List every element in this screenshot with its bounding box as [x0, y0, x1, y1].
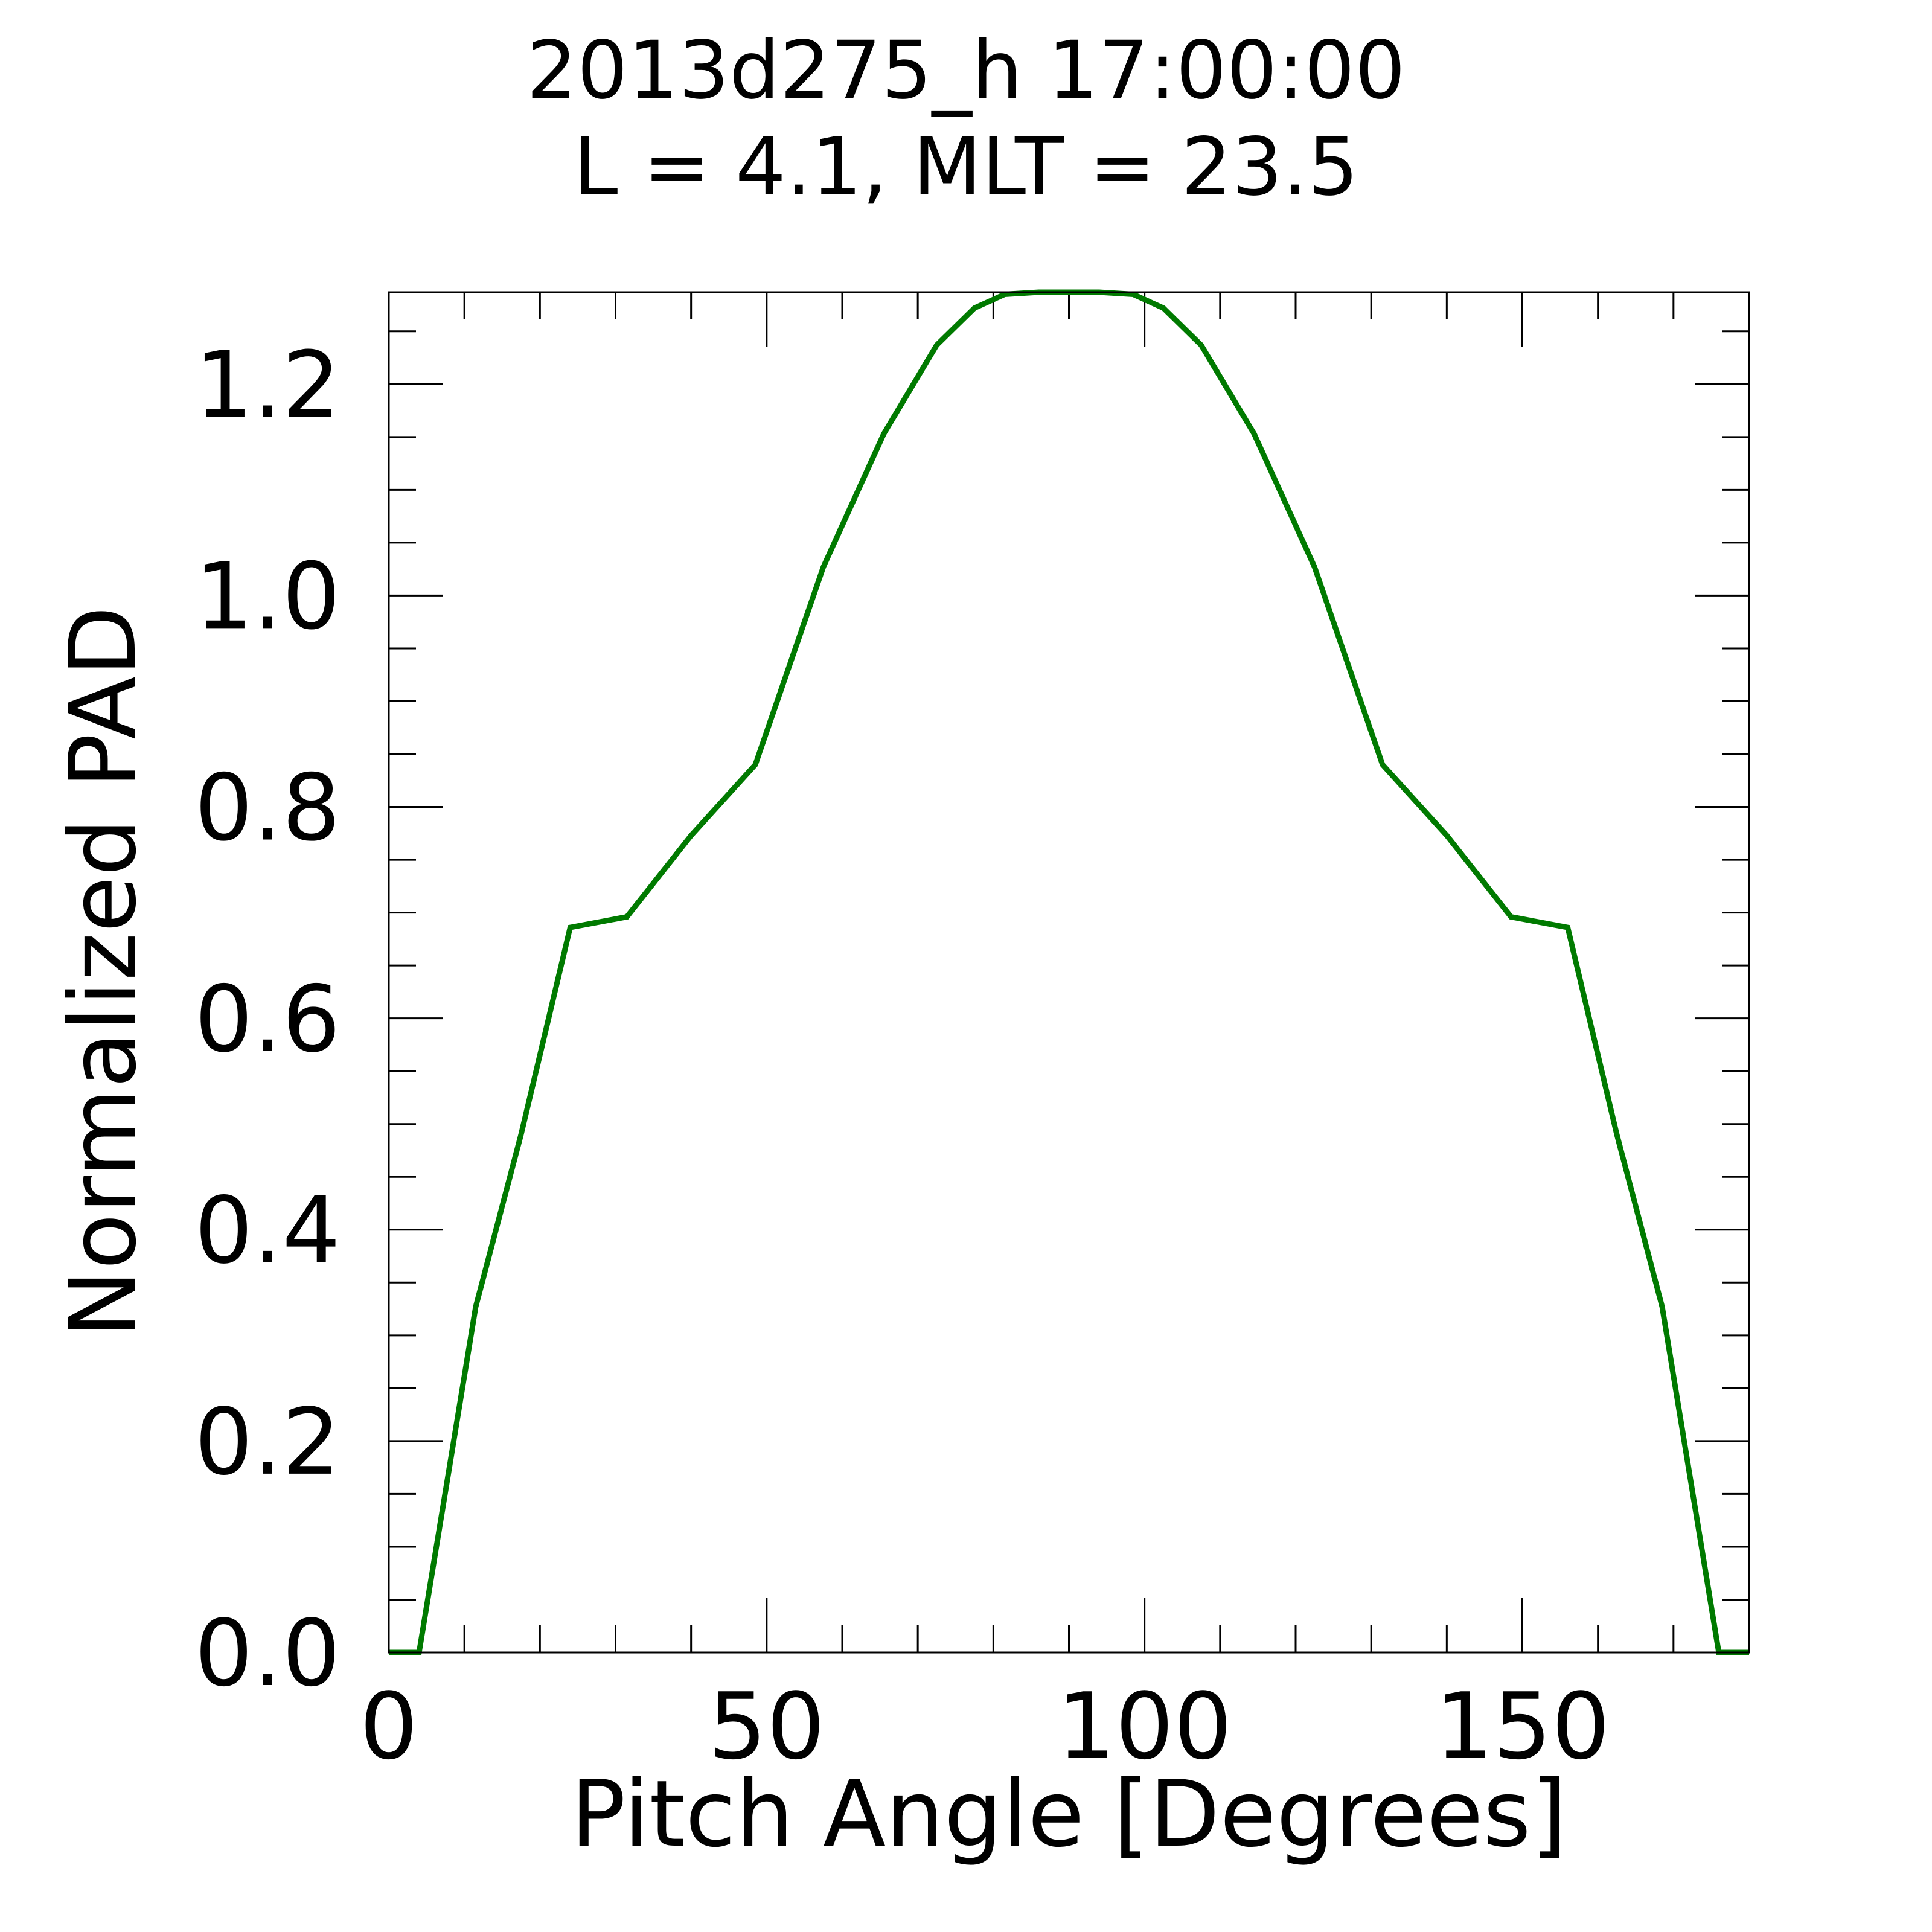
- x-tick-label: 0: [360, 1673, 418, 1780]
- y-tick-label: 0.0: [194, 1600, 341, 1707]
- chart-subtitle: L = 4.1, MLT = 23.5: [574, 121, 1358, 214]
- x-tick-label: 150: [1435, 1673, 1610, 1780]
- x-axis-label: Pitch Angle [Degrees]: [571, 1761, 1567, 1867]
- y-tick-label: 1.0: [194, 543, 341, 650]
- tick-labels: 0 50 100 150 0.0 0.2 0.4 0.6 0.8 1.0 1.2: [194, 331, 1610, 1780]
- y-tick-label: 0.2: [194, 1389, 341, 1495]
- y-axis-label: Normalized PAD: [50, 606, 156, 1338]
- plot-frame: [388, 291, 1750, 1654]
- y-tick-label: 0.6: [194, 966, 341, 1073]
- y-tick-label: 0.4: [194, 1177, 341, 1284]
- chart-title: 2013d275_h 17:00:00: [526, 24, 1406, 117]
- y-tick-label: 0.8: [194, 755, 341, 862]
- x-tick-label: 50: [708, 1673, 825, 1780]
- y-tick-label: 1.2: [194, 331, 341, 438]
- axis-ticks: [388, 292, 1750, 1654]
- x-tick-label: 100: [1057, 1673, 1232, 1780]
